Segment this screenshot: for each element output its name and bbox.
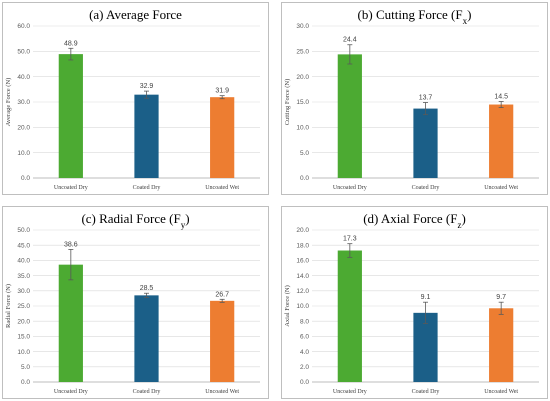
chart-title-close-paren: )	[467, 7, 471, 22]
y-tick-label: 30.0	[17, 288, 30, 295]
bar	[58, 54, 83, 179]
y-tick-label: 20.0	[296, 74, 309, 81]
chart-title: (c) Radial Force (Fy)	[81, 211, 189, 230]
data-label: 31.9	[215, 88, 229, 95]
y-tick-label: 14.0	[296, 273, 309, 280]
chart-title-close-paren: )	[461, 211, 465, 226]
x-category-label: Uncoated Dry	[54, 389, 88, 395]
data-label: 48.9	[64, 40, 78, 47]
bar	[489, 104, 514, 178]
chart-panel-2: (c) Radial Force (Fy) 0.0 5.0 10.0 15.0 20.0 2…	[2, 206, 269, 399]
y-tick-label: 45.0	[17, 242, 30, 249]
bar	[134, 94, 159, 178]
data-label: 32.9	[140, 83, 154, 90]
y-tick-label: 16.0	[296, 258, 309, 265]
bar	[413, 312, 438, 382]
y-tick-label: 20.0	[17, 318, 30, 325]
bar	[337, 250, 362, 382]
y-tick-label: 12.0	[296, 288, 309, 295]
x-category-label: Uncoated Wet	[484, 389, 518, 395]
y-tick-label: 2.0	[300, 364, 309, 371]
chart-panel-3: (d) Axial Force (Fz) 0.0 2.0 4.0 6.0 8.0 10.0 1…	[281, 206, 548, 399]
y-tick-label: 50.0	[17, 49, 30, 56]
chart-title: (d) Axial Force (Fz)	[363, 211, 466, 230]
bar	[210, 300, 235, 382]
x-category-label: Uncoated Dry	[333, 389, 367, 395]
y-axis-label: Cutting Force (N)	[284, 79, 291, 126]
y-tick-label: 40.0	[17, 258, 30, 265]
x-category-label: Coated Dry	[133, 185, 161, 191]
chart-title: (b) Cutting Force (Fx)	[358, 7, 472, 26]
y-tick-label: 5.0	[300, 150, 309, 157]
chart-title-close-paren: )	[185, 211, 189, 226]
y-tick-label: 0.0	[300, 175, 309, 182]
x-category-label: Coated Dry	[133, 389, 161, 395]
y-axis-label: Radial Force (N)	[5, 284, 12, 328]
x-category-label: Uncoated Wet	[205, 389, 239, 395]
bar	[210, 97, 235, 178]
y-tick-label: 4.0	[300, 349, 309, 356]
x-category-label: Uncoated Wet	[484, 185, 518, 191]
y-tick-label: 15.0	[296, 99, 309, 106]
y-tick-label: 10.0	[17, 349, 30, 356]
x-category-label: Uncoated Dry	[333, 185, 367, 191]
x-category-label: Uncoated Dry	[54, 185, 88, 191]
y-tick-label: 20.0	[17, 125, 30, 132]
y-tick-label: 40.0	[17, 74, 30, 81]
chart-title-subscript: y	[181, 220, 186, 230]
y-tick-label: 0.0	[21, 175, 30, 182]
y-tick-label: 15.0	[17, 334, 30, 341]
y-tick-label: 30.0	[17, 99, 30, 106]
y-tick-label: 0.0	[21, 379, 30, 386]
chart-title-subscript: z	[457, 220, 461, 230]
y-tick-label: 20.0	[296, 227, 309, 234]
data-label: 17.3	[343, 236, 357, 243]
y-tick-label: 18.0	[296, 242, 309, 249]
y-tick-label: 10.0	[296, 125, 309, 132]
y-tick-label: 25.0	[17, 303, 30, 310]
data-label: 28.5	[140, 285, 154, 292]
y-tick-label: 25.0	[296, 49, 309, 56]
bar	[413, 108, 438, 178]
chart-panel-1: (b) Cutting Force (Fx) 0.0 5.0 10.0 15.0 20.0…	[281, 2, 548, 195]
x-category-label: Coated Dry	[412, 185, 440, 191]
data-label: 24.4	[343, 37, 357, 44]
data-label: 9.1	[421, 294, 431, 301]
x-category-label: Coated Dry	[412, 389, 440, 395]
chart-panel-0: (a) Average Force 0.0 10.0 20.0 30.0 40.0 50.0…	[2, 2, 269, 195]
y-axis-label: Axial Force (N)	[284, 285, 291, 327]
y-tick-label: 6.0	[300, 334, 309, 341]
y-axis-label: Average Force (N)	[5, 78, 12, 127]
data-label: 13.7	[419, 95, 433, 102]
bar	[337, 54, 362, 178]
y-tick-label: 10.0	[296, 303, 309, 310]
y-tick-label: 50.0	[17, 227, 30, 234]
y-tick-label: 8.0	[300, 318, 309, 325]
bar	[489, 308, 514, 382]
y-tick-label: 5.0	[21, 364, 30, 371]
data-label: 14.5	[494, 93, 508, 100]
chart-title: (a) Average Force	[89, 7, 182, 22]
data-label: 9.7	[496, 294, 506, 301]
y-tick-label: 35.0	[17, 273, 30, 280]
y-tick-label: 30.0	[296, 23, 309, 30]
y-tick-label: 0.0	[300, 379, 309, 386]
y-tick-label: 10.0	[17, 150, 30, 157]
data-label: 38.6	[64, 241, 78, 248]
bar	[134, 295, 159, 382]
y-tick-label: 60.0	[17, 23, 30, 30]
data-label: 26.7	[215, 291, 229, 298]
bar	[58, 264, 83, 382]
x-category-label: Uncoated Wet	[205, 185, 239, 191]
chart-title-subscript: x	[463, 16, 468, 26]
